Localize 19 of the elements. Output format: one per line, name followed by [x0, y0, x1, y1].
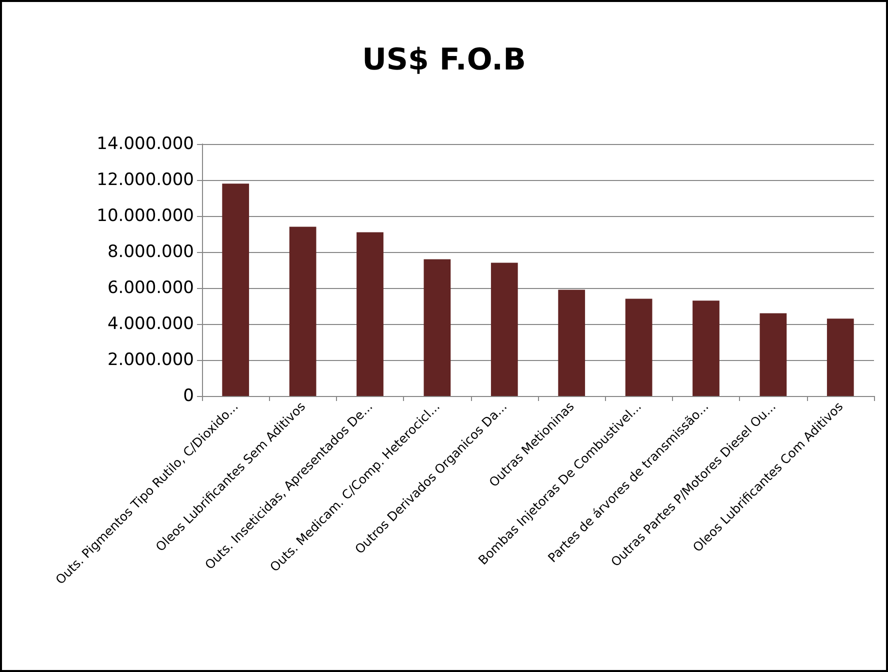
y-tick-label: 14.000.000	[96, 134, 194, 154]
bar	[356, 232, 384, 396]
bar	[558, 290, 586, 396]
y-tick-label: 8.000.000	[107, 242, 194, 262]
bar	[625, 298, 652, 396]
bar	[692, 300, 720, 396]
y-tick-label: 0	[183, 386, 194, 406]
y-tick-label: 6.000.000	[107, 278, 194, 298]
bar	[424, 259, 451, 396]
bar	[826, 318, 854, 396]
y-tick-label: 4.000.000	[107, 314, 194, 334]
bar	[222, 184, 250, 396]
y-tick-label: 2.000.000	[107, 350, 194, 370]
y-tick-label: 12.000.000	[96, 170, 194, 190]
bar	[760, 313, 787, 396]
y-tick-label: 10.000.000	[96, 206, 194, 226]
bar	[490, 262, 518, 396]
chart-title: US$ F.O.B	[362, 42, 526, 78]
bar	[289, 226, 316, 396]
